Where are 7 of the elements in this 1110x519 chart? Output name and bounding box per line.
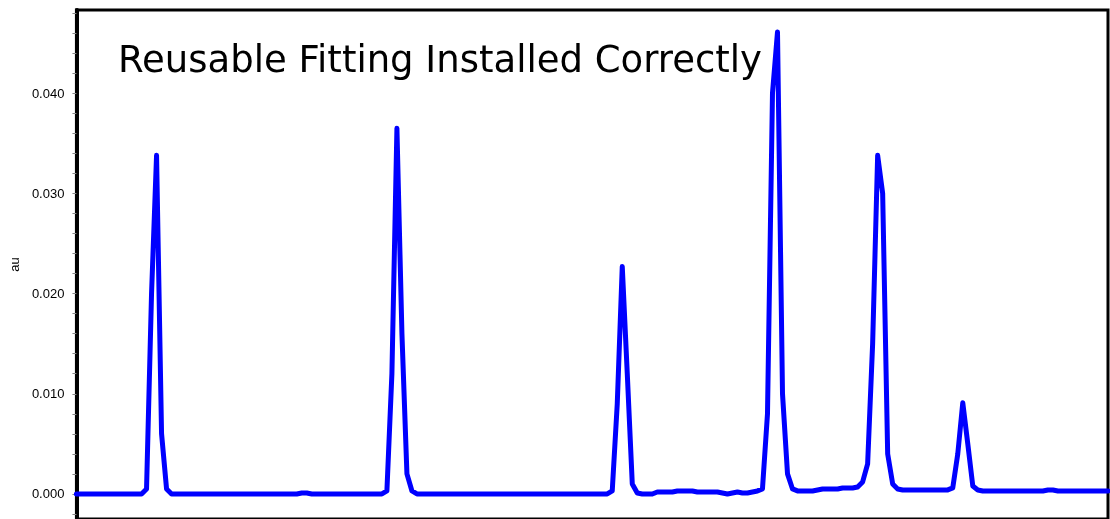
y-tick-label: 0.010 [31, 386, 65, 402]
y-axis-title: au [7, 257, 22, 272]
y-tick-label: 0.000 [31, 486, 65, 502]
y-tick-label: 0.020 [31, 286, 65, 302]
y-tick-label: 0.040 [31, 85, 65, 101]
text: Reusable Fitting Installed Correctly [118, 38, 762, 81]
y-tick-label: 0.030 [31, 185, 65, 201]
